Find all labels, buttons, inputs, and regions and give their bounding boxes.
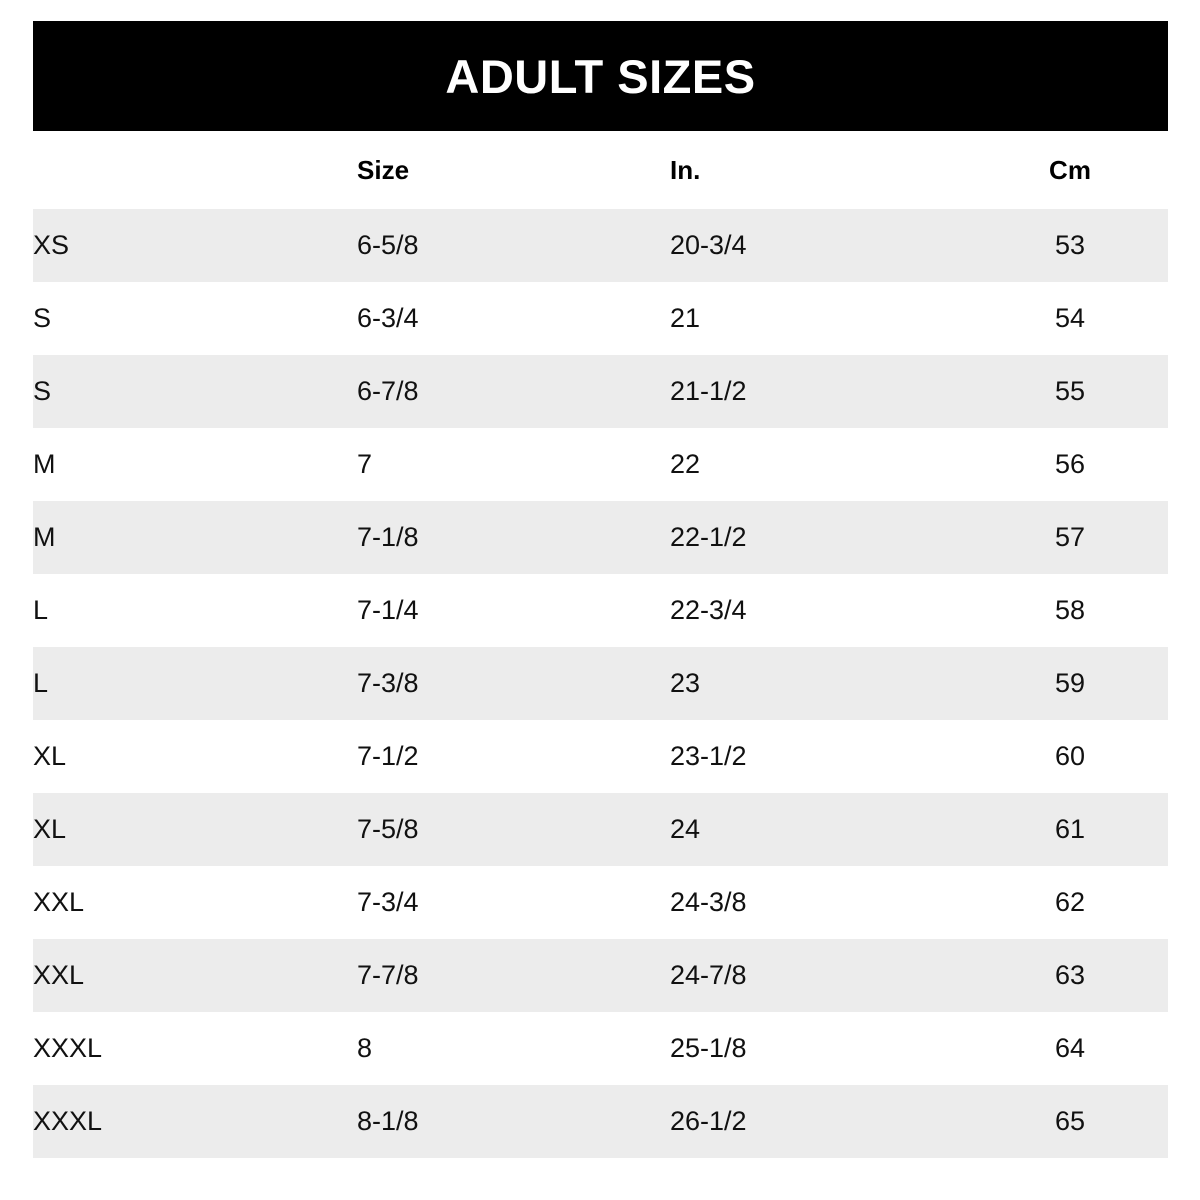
- cell-centimeters: 62: [972, 866, 1168, 939]
- table-header: Size In. Cm: [33, 131, 1168, 209]
- cell-inches: 23-1/2: [670, 720, 972, 793]
- adult-size-chart: ADULT SIZES Size In. Cm XS 6-5/8 20-3/4 53 S…: [33, 21, 1168, 1158]
- size-table: Size In. Cm XS 6-5/8 20-3/4 53 S 6-3/4 21 54 S 6-…: [33, 131, 1168, 1158]
- cell-centimeters: 65: [972, 1085, 1168, 1158]
- cell-inches: 22-1/2: [670, 501, 972, 574]
- table-row: S 6-3/4 21 54: [33, 282, 1168, 355]
- cell-hat-size: 7-5/8: [357, 793, 670, 866]
- cell-hat-size: 6-3/4: [357, 282, 670, 355]
- cell-inches: 21: [670, 282, 972, 355]
- table-header-row: Size In. Cm: [33, 131, 1168, 209]
- table-body: XS 6-5/8 20-3/4 53 S 6-3/4 21 54 S 6-7/8 21-1/2 55 M…: [33, 209, 1168, 1158]
- cell-centimeters: 59: [972, 647, 1168, 720]
- cell-centimeters: 57: [972, 501, 1168, 574]
- column-header-inches: In.: [670, 131, 972, 209]
- cell-size-label: XXXL: [33, 1012, 357, 1085]
- cell-size-label: L: [33, 647, 357, 720]
- cell-centimeters: 54: [972, 282, 1168, 355]
- cell-hat-size: 8-1/8: [357, 1085, 670, 1158]
- cell-hat-size: 7-3/4: [357, 866, 670, 939]
- cell-hat-size: 8: [357, 1012, 670, 1085]
- cell-size-label: XXL: [33, 939, 357, 1012]
- cell-hat-size: 6-7/8: [357, 355, 670, 428]
- table-row: XS 6-5/8 20-3/4 53: [33, 209, 1168, 282]
- cell-size-label: XL: [33, 720, 357, 793]
- column-header-cm: Cm: [972, 131, 1168, 209]
- cell-size-label: XL: [33, 793, 357, 866]
- cell-centimeters: 61: [972, 793, 1168, 866]
- cell-hat-size: 7-7/8: [357, 939, 670, 1012]
- table-row: XXL 7-7/8 24-7/8 63: [33, 939, 1168, 1012]
- column-header-label: [33, 131, 357, 209]
- cell-centimeters: 56: [972, 428, 1168, 501]
- table-row: XXL 7-3/4 24-3/8 62: [33, 866, 1168, 939]
- cell-centimeters: 60: [972, 720, 1168, 793]
- table-row: S 6-7/8 21-1/2 55: [33, 355, 1168, 428]
- table-row: XXXL 8-1/8 26-1/2 65: [33, 1085, 1168, 1158]
- table-row: L 7-1/4 22-3/4 58: [33, 574, 1168, 647]
- cell-size-label: XXXL: [33, 1085, 357, 1158]
- cell-inches: 24-7/8: [670, 939, 972, 1012]
- cell-inches: 24: [670, 793, 972, 866]
- cell-hat-size: 7-1/8: [357, 501, 670, 574]
- chart-title-banner: ADULT SIZES: [33, 21, 1168, 131]
- cell-size-label: XS: [33, 209, 357, 282]
- cell-inches: 22-3/4: [670, 574, 972, 647]
- page-title: ADULT SIZES: [445, 49, 756, 103]
- cell-inches: 20-3/4: [670, 209, 972, 282]
- cell-inches: 25-1/8: [670, 1012, 972, 1085]
- column-header-size: Size: [357, 131, 670, 209]
- cell-size-label: M: [33, 428, 357, 501]
- cell-size-label: S: [33, 282, 357, 355]
- cell-hat-size: 7-1/4: [357, 574, 670, 647]
- cell-centimeters: 63: [972, 939, 1168, 1012]
- cell-centimeters: 58: [972, 574, 1168, 647]
- cell-centimeters: 64: [972, 1012, 1168, 1085]
- cell-inches: 24-3/8: [670, 866, 972, 939]
- cell-size-label: XXL: [33, 866, 357, 939]
- cell-hat-size: 7-1/2: [357, 720, 670, 793]
- table-row: M 7 22 56: [33, 428, 1168, 501]
- cell-inches: 22: [670, 428, 972, 501]
- cell-hat-size: 7: [357, 428, 670, 501]
- cell-inches: 21-1/2: [670, 355, 972, 428]
- cell-centimeters: 53: [972, 209, 1168, 282]
- table-row: M 7-1/8 22-1/2 57: [33, 501, 1168, 574]
- cell-size-label: S: [33, 355, 357, 428]
- cell-hat-size: 6-5/8: [357, 209, 670, 282]
- cell-inches: 23: [670, 647, 972, 720]
- cell-inches: 26-1/2: [670, 1085, 972, 1158]
- table-row: L 7-3/8 23 59: [33, 647, 1168, 720]
- cell-size-label: M: [33, 501, 357, 574]
- cell-centimeters: 55: [972, 355, 1168, 428]
- table-row: XXXL 8 25-1/8 64: [33, 1012, 1168, 1085]
- cell-size-label: L: [33, 574, 357, 647]
- table-row: XL 7-1/2 23-1/2 60: [33, 720, 1168, 793]
- table-row: XL 7-5/8 24 61: [33, 793, 1168, 866]
- cell-hat-size: 7-3/8: [357, 647, 670, 720]
